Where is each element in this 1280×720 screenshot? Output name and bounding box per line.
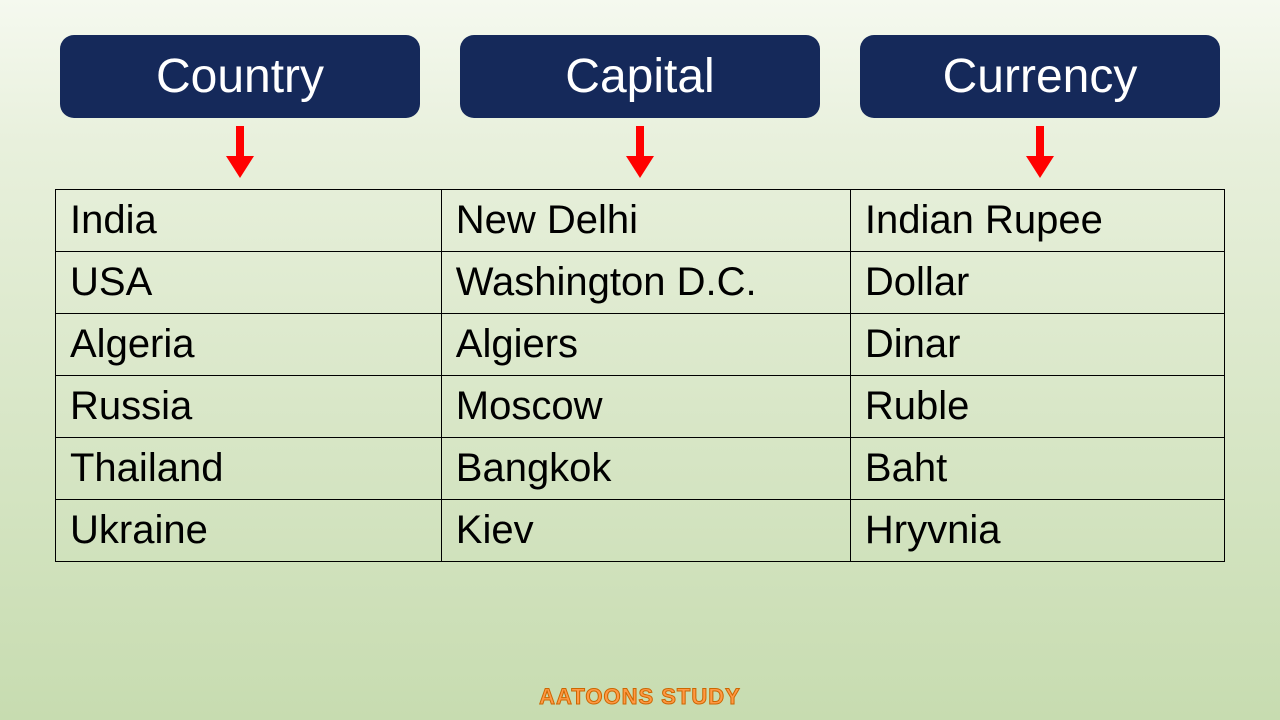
cell-currency: Dollar: [850, 252, 1224, 314]
cell-currency: Ruble: [850, 376, 1224, 438]
watermark-text: AATOONS STUDY: [539, 684, 741, 710]
table-row: Russia Moscow Ruble: [56, 376, 1225, 438]
cell-currency: Baht: [850, 438, 1224, 500]
cell-country: USA: [56, 252, 442, 314]
arrow-container: [60, 126, 420, 181]
cell-country: India: [56, 190, 442, 252]
arrows-row: [0, 118, 1280, 181]
header-country: Country: [60, 35, 420, 118]
cell-capital: Moscow: [441, 376, 850, 438]
header-currency: Currency: [860, 35, 1220, 118]
table-row: USA Washington D.C. Dollar: [56, 252, 1225, 314]
cell-currency: Dinar: [850, 314, 1224, 376]
table-row: India New Delhi Indian Rupee: [56, 190, 1225, 252]
down-arrow-icon: [1028, 126, 1052, 181]
cell-capital: Kiev: [441, 500, 850, 562]
table-row: Algeria Algiers Dinar: [56, 314, 1225, 376]
cell-country: Algeria: [56, 314, 442, 376]
arrow-container: [460, 126, 820, 181]
table-row: Thailand Bangkok Baht: [56, 438, 1225, 500]
cell-country: Russia: [56, 376, 442, 438]
cell-country: Ukraine: [56, 500, 442, 562]
cell-currency: Indian Rupee: [850, 190, 1224, 252]
cell-country: Thailand: [56, 438, 442, 500]
country-data-table: India New Delhi Indian Rupee USA Washing…: [55, 189, 1225, 562]
cell-capital: Bangkok: [441, 438, 850, 500]
cell-capital: New Delhi: [441, 190, 850, 252]
arrow-container: [860, 126, 1220, 181]
cell-capital: Algiers: [441, 314, 850, 376]
down-arrow-icon: [228, 126, 252, 181]
cell-capital: Washington D.C.: [441, 252, 850, 314]
cell-currency: Hryvnia: [850, 500, 1224, 562]
header-capital: Capital: [460, 35, 820, 118]
table-row: Ukraine Kiev Hryvnia: [56, 500, 1225, 562]
headers-row: Country Capital Currency: [0, 0, 1280, 118]
down-arrow-icon: [628, 126, 652, 181]
